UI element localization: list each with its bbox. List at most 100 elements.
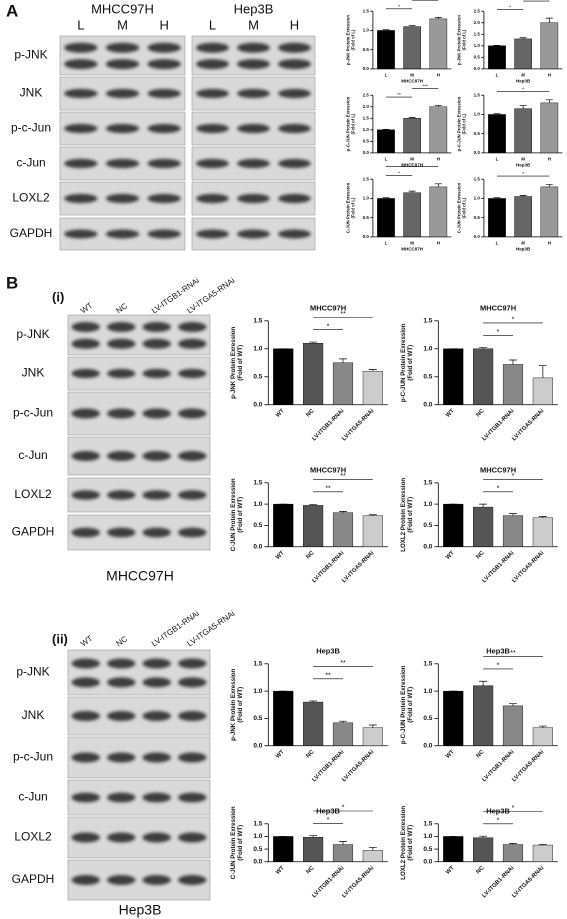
- blot-band: [71, 752, 100, 763]
- blot-band: [147, 123, 181, 134]
- chart-title: Hep3B: [316, 646, 340, 655]
- bar: [403, 192, 421, 238]
- row-label: LOXL2: [14, 487, 52, 501]
- blot-band: [107, 490, 136, 500]
- cell-line-label: MHCC97H: [91, 1, 154, 16]
- blot-band: [178, 408, 207, 419]
- significance-label: **: [325, 671, 331, 679]
- row-label: p-c-Jun: [11, 121, 51, 135]
- blot-band: [107, 832, 136, 843]
- blot-band: [105, 123, 140, 134]
- y-axis-label: (Fold of WT): [407, 687, 414, 723]
- lane-label: NC: [114, 301, 129, 315]
- x-axis-label: Hep3B: [516, 163, 531, 168]
- blot-band: [147, 42, 181, 53]
- bar: [443, 503, 464, 547]
- blot-band: [196, 158, 229, 169]
- bar: [473, 348, 494, 405]
- error-bar: [368, 369, 377, 372]
- y-axis-label: p-C-JUN Protein Exression: [400, 665, 407, 744]
- error-bar: [339, 841, 347, 845]
- blot-band: [107, 677, 136, 688]
- y-axis-label: (Fold of WT): [237, 825, 244, 861]
- y-tick-label: 0.5: [474, 55, 481, 60]
- bar: [473, 506, 494, 547]
- x-tick-label: LV-ITGA5-RNAi: [341, 865, 375, 899]
- bar: [362, 515, 383, 547]
- x-tick-label: NC: [305, 408, 316, 419]
- bar: [377, 30, 395, 70]
- blot-band: [178, 832, 207, 843]
- bar: [362, 370, 383, 405]
- significance-label: *: [497, 484, 500, 492]
- bar: [514, 108, 532, 154]
- error-bar: [382, 197, 390, 199]
- x-tick-label: L: [496, 156, 499, 161]
- blot-band: [237, 123, 270, 134]
- y-tick-label: 1.0: [423, 833, 432, 840]
- x-tick-label: NC: [305, 749, 316, 760]
- y-axis-label: (Fold of WT): [237, 345, 244, 381]
- error-bar: [408, 25, 416, 27]
- y-axis-label: C-JUN Protein Exression: [230, 478, 237, 551]
- blot-band: [178, 875, 207, 885]
- y-tick-label: 1.0: [423, 688, 432, 695]
- blot-band: [71, 451, 100, 461]
- x-tick-label: LV-ITGB1-RNAi: [481, 749, 515, 783]
- blot-band: [142, 875, 171, 885]
- bar: [273, 836, 294, 862]
- bar: [502, 705, 524, 746]
- y-axis-label: C-JUN Protein Exression: [346, 182, 351, 233]
- bar: [532, 844, 553, 862]
- row-label: GAPDH: [12, 525, 55, 539]
- x-tick-label: NC: [305, 865, 316, 876]
- bar: [540, 22, 559, 70]
- bar: [488, 198, 506, 238]
- blot-band: [107, 322, 136, 332]
- y-axis-label: (Fold of WT): [407, 345, 414, 381]
- lane-label: L: [209, 17, 216, 32]
- error-bar: [509, 703, 517, 706]
- x-tick-label: LV-ITGA5-RNAi: [511, 550, 545, 584]
- x-tick-label: LV-ITGA5-RNAi: [341, 408, 375, 442]
- bar: [303, 505, 324, 547]
- blot-band: [178, 677, 207, 688]
- bar: [303, 342, 324, 405]
- significance-label: *: [512, 804, 515, 812]
- bar: [514, 196, 532, 238]
- row-label: c-Jun: [18, 790, 47, 804]
- significance-label: **: [510, 649, 516, 657]
- error-bar: [538, 516, 547, 518]
- significance-label: **: [325, 484, 331, 492]
- y-tick-label: 0.0: [363, 66, 370, 71]
- row-label: p-c-Jun: [13, 406, 53, 420]
- bar: [532, 727, 553, 746]
- blot-strip: [191, 35, 316, 76]
- x-tick-label: L: [496, 72, 499, 77]
- blot-band: [196, 229, 229, 239]
- blot-band: [147, 88, 181, 99]
- y-tick-label: 0.5: [363, 139, 370, 144]
- y-axis-label: p-JNK Protein Exression: [457, 15, 462, 65]
- significance-label: *: [342, 804, 345, 812]
- blot-band: [64, 59, 98, 70]
- row-label: JNK: [22, 708, 45, 722]
- blot-band: [142, 658, 171, 669]
- bar: [473, 685, 494, 746]
- bar: [332, 512, 354, 547]
- x-tick-label: LV-ITGB1-RNAi: [311, 408, 345, 442]
- y-tick-label: 1.0: [474, 112, 481, 117]
- blot-band: [196, 123, 229, 134]
- x-tick-label: L: [385, 156, 388, 161]
- error-bar: [538, 725, 547, 728]
- significance-label: **: [340, 659, 346, 667]
- y-tick-label: 0.5: [474, 215, 481, 220]
- error-bar: [479, 347, 488, 349]
- error-bar: [434, 17, 442, 19]
- bar: [273, 503, 294, 547]
- y-tick-label: 1.0: [253, 833, 262, 840]
- bar: [502, 515, 524, 547]
- significance-label: *: [327, 322, 330, 330]
- significance-label: *: [497, 662, 500, 670]
- x-axis-label: MHCC97H: [401, 247, 423, 252]
